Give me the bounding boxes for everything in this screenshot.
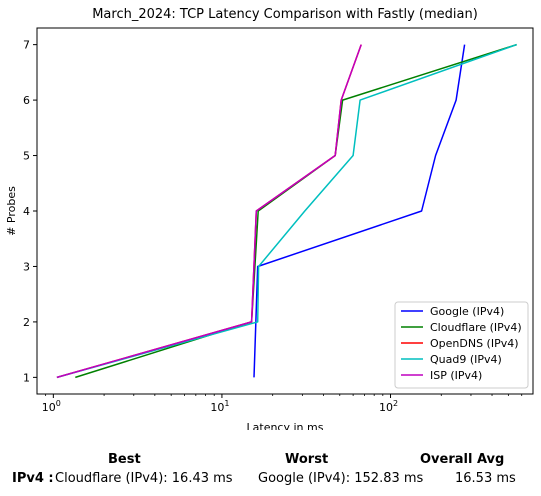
summary-worst-header: Worst [285,452,329,467]
summary-worst-value: Google (IPv4): 152.83 ms [258,471,424,486]
series-line-quad9-ipv4 [56,43,517,379]
y-tick-label: 2 [23,316,30,329]
latency-chart: March_2024: TCP Latency Comparison with … [5,7,534,430]
y-tick-label: 4 [23,205,30,218]
x-tick-label: 100 [42,399,61,414]
legend-label: ISP (IPv4) [430,369,482,382]
y-tick-label: 6 [23,94,30,107]
series-line-opendns-ipv4 [56,44,362,379]
y-tick-label: 7 [23,39,30,52]
legend-label: Cloudflare (IPv4) [430,321,522,334]
y-tick-label: 1 [23,371,30,384]
summary-avg-value: 16.53 ms [455,471,516,486]
x-tick-label: 101 [210,399,229,414]
summary-row-label: IPv4 : [12,471,54,486]
y-tick-label: 3 [23,260,30,273]
y-axis-label: # Probes [5,186,18,236]
summary-best-value: Cloudflare (IPv4): 16.43 ms [55,471,233,486]
x-tick-label: 102 [379,399,398,414]
legend-label: OpenDNS (IPv4) [430,337,519,350]
summary-avg-header: Overall Avg [420,452,505,467]
y-tick-label: 5 [23,150,30,163]
legend: Google (IPv4) Cloudflare (IPv4) OpenDNS (I… [394,301,529,389]
legend-label: Quad9 (IPv4) [430,353,502,366]
legend-box [394,301,529,389]
series-line-google-ipv4 [253,44,466,378]
series-layer [56,43,517,379]
legend-label: Google (IPv4) [430,305,504,318]
series-line-isp-ipv4 [56,44,362,379]
x-axis-label: Latency in ms [247,421,324,430]
chart-title: March_2024: TCP Latency Comparison with … [92,7,478,22]
summary-best-header: Best [108,452,141,467]
